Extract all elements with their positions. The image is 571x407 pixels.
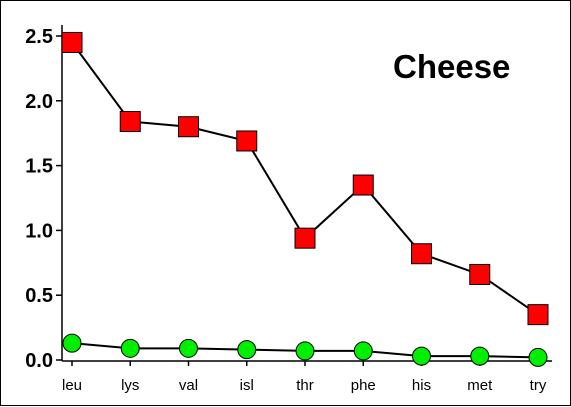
data-point-circle xyxy=(62,333,82,353)
data-point-square xyxy=(236,130,258,152)
y-tick-label: 0.5 xyxy=(25,285,53,307)
x-tick-label: isl xyxy=(240,377,254,394)
data-point-square xyxy=(119,111,141,133)
x-tick-label: phe xyxy=(351,377,376,394)
data-point-circle xyxy=(179,338,198,358)
x-tick-label: his xyxy=(412,377,431,394)
data-point-square xyxy=(294,227,316,249)
data-point-circle xyxy=(237,340,257,360)
data-point-square xyxy=(411,243,432,265)
data-point-square xyxy=(352,174,374,196)
y-tick-label: 1.0 xyxy=(25,220,53,242)
x-tick-label: val xyxy=(179,377,198,394)
data-point-circle xyxy=(120,338,140,358)
x-tick-label: try xyxy=(530,377,547,394)
data-point-square xyxy=(527,304,549,326)
x-tick-label: lys xyxy=(121,377,139,394)
x-tick-label: met xyxy=(467,377,493,394)
data-point-square xyxy=(178,116,199,138)
data-point-circle xyxy=(353,341,373,361)
data-point-circle xyxy=(528,347,548,367)
data-point-circle xyxy=(295,341,315,361)
data-point-circle xyxy=(412,346,431,366)
y-tick-label: 0.0 xyxy=(25,350,53,372)
y-tick-label: 1.5 xyxy=(25,156,53,178)
data-point-square xyxy=(469,263,491,285)
y-tick-label: 2.0 xyxy=(25,91,53,113)
data-point-circle xyxy=(470,346,490,366)
x-tick-label: leu xyxy=(62,377,82,394)
data-point-square xyxy=(61,31,83,53)
x-tick-label: thr xyxy=(296,377,314,394)
y-tick-label: 2.5 xyxy=(25,26,53,48)
chart-title: Cheese xyxy=(393,48,510,85)
